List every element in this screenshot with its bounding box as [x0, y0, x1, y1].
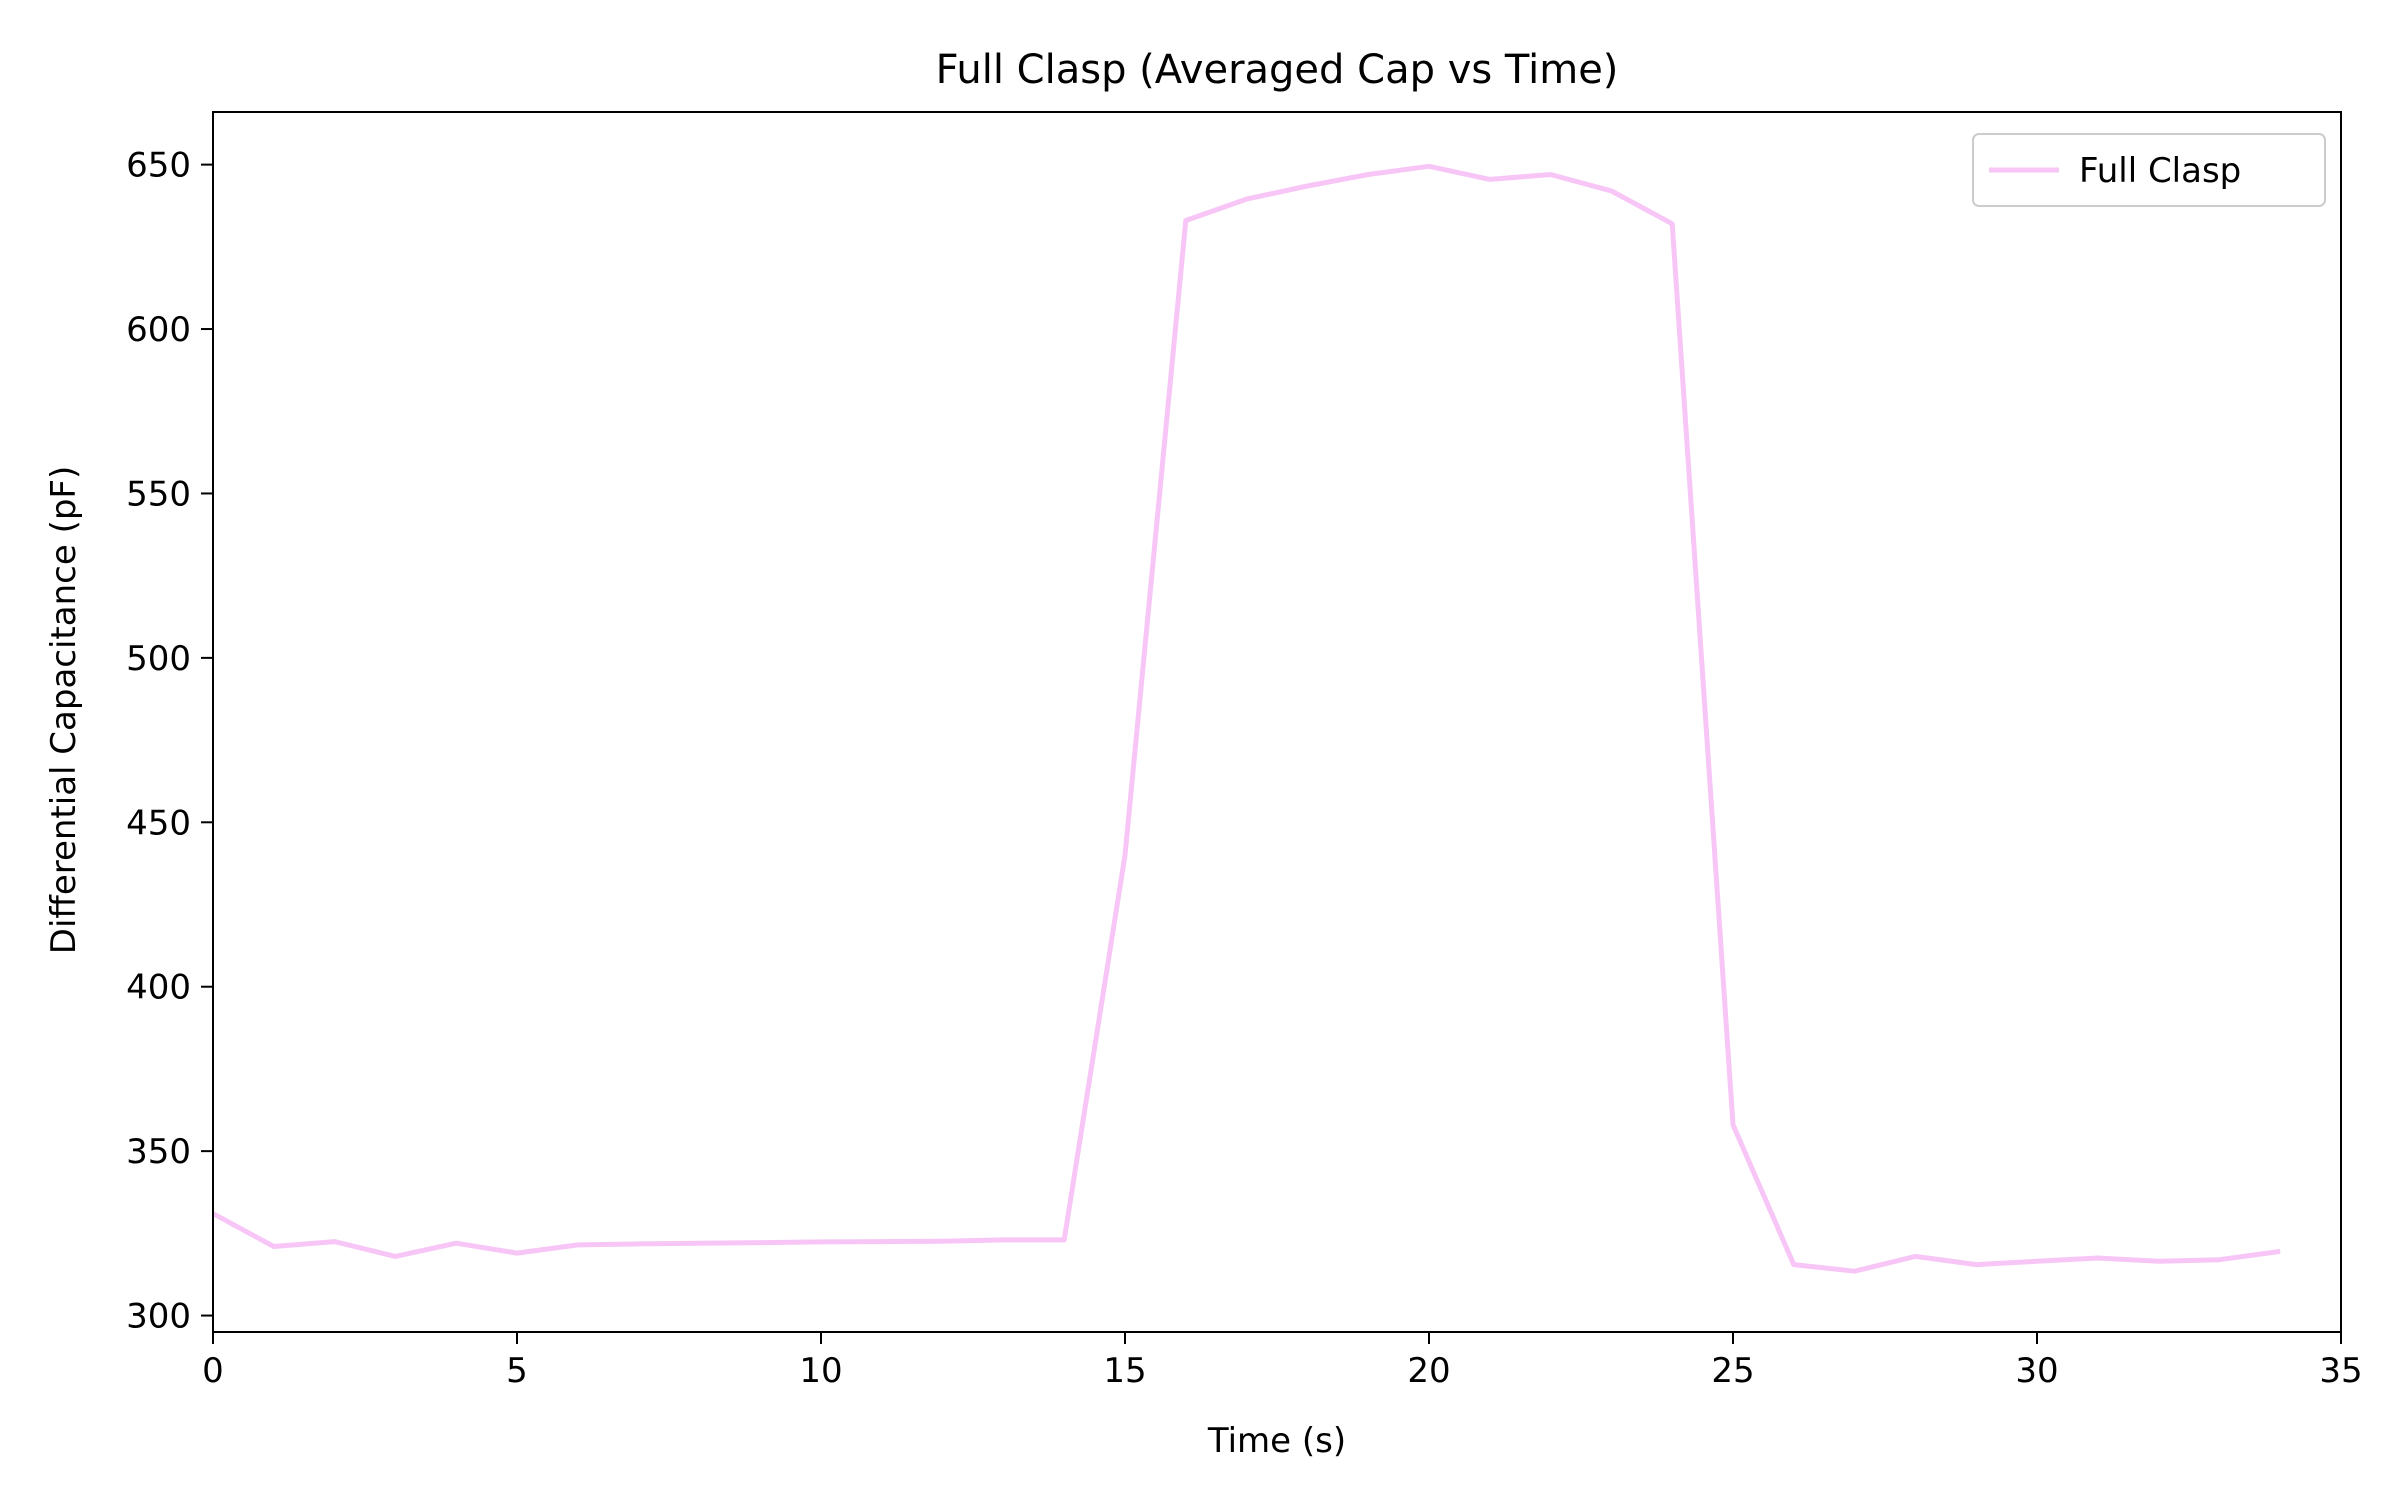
legend-box	[1972, 133, 2326, 207]
x-tick-label: 20	[1407, 1351, 1450, 1391]
x-tick-label: 35	[2319, 1351, 2362, 1391]
chart-title: Full Clasp (Averaged Cap vs Time)	[936, 47, 1619, 93]
x-tick-label: 25	[1711, 1351, 1754, 1391]
x-tick-label: 5	[506, 1351, 528, 1391]
y-tick-label: 600	[126, 310, 191, 350]
x-tick-label: 10	[799, 1351, 842, 1391]
x-axis-label: Time (s)	[1207, 1421, 1346, 1461]
y-tick-label: 650	[126, 146, 191, 186]
x-tick-label: 0	[202, 1351, 224, 1391]
y-tick-label: 550	[126, 474, 191, 514]
legend-label: Full Clasp	[2079, 151, 2241, 191]
legend: Full Clasp	[1972, 133, 2326, 207]
plot-area	[211, 111, 2342, 1333]
x-tick-label: 15	[1103, 1351, 1146, 1391]
y-axis-label: Differential Capacitance (pF)	[44, 466, 84, 954]
series-line-full-clasp	[211, 163, 2281, 1274]
y-axis: 300 350 400 450 500 550 600 650	[126, 146, 213, 1337]
y-tick-label: 500	[126, 639, 191, 679]
y-tick-label: 450	[126, 803, 191, 843]
y-tick-label: 300	[126, 1297, 191, 1337]
x-axis: 0 5 10 15 20 25 30 35	[202, 1332, 2363, 1391]
y-tick-label: 350	[126, 1132, 191, 1172]
plot-frame	[212, 111, 2342, 1333]
y-tick-label: 400	[126, 968, 191, 1008]
x-tick-label: 30	[2015, 1351, 2058, 1391]
